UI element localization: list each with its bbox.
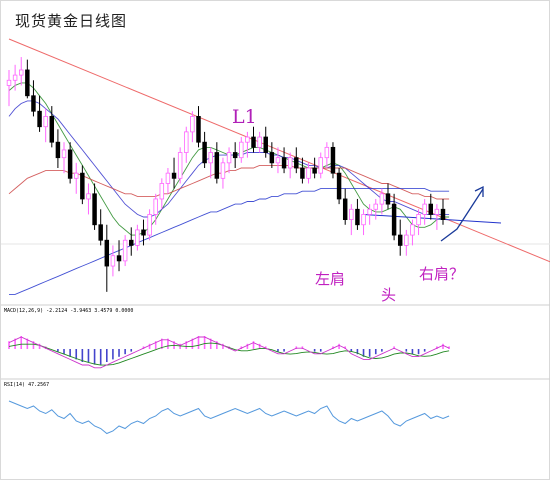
candle-body: [147, 214, 152, 236]
neckline: [363, 213, 502, 224]
candle-body: [153, 198, 158, 215]
candle-body: [196, 116, 201, 143]
candle-body: [49, 116, 55, 143]
candle-body: [177, 152, 183, 179]
candle-body: [37, 110, 42, 128]
candle-body: [361, 214, 366, 226]
candle-body: [98, 224, 103, 241]
candle-body: [422, 203, 427, 215]
candle-body: [184, 131, 189, 153]
candle-body: [55, 141, 61, 159]
candle-body: [397, 234, 403, 246]
annotation-l1: L1: [232, 106, 257, 128]
candle-body: [428, 203, 434, 215]
candle-body: [110, 255, 116, 267]
candle-body: [300, 167, 305, 179]
candle-body: [373, 203, 378, 210]
candle-body: [141, 229, 146, 236]
candle-body: [239, 141, 244, 159]
candle-body: [324, 146, 330, 159]
candle-body: [74, 172, 79, 179]
candle-body: [31, 95, 36, 112]
macd-signal-line: [8, 342, 450, 366]
rsi-line: [8, 400, 450, 435]
candle-body: [208, 152, 213, 164]
candle-body: [330, 146, 336, 174]
candle-body: [18, 69, 24, 76]
candle-body: [287, 157, 293, 169]
candle-body: [379, 193, 385, 205]
candle-body: [355, 208, 360, 226]
candle-body: [226, 152, 232, 164]
candle-body: [12, 74, 18, 81]
trendline: [8, 38, 550, 263]
macd-line: [8, 336, 450, 369]
candle-body: [306, 167, 311, 179]
candle-body: [312, 167, 317, 174]
candle-body: [281, 157, 287, 169]
candle-body: [342, 198, 348, 221]
candle-body: [275, 157, 281, 164]
candle-body: [116, 255, 122, 262]
candle-body: [80, 172, 85, 200]
candle-body: [263, 136, 268, 153]
candle-body: [122, 239, 128, 262]
candle-body: [404, 234, 409, 246]
candle-body: [202, 141, 207, 164]
candle-body: [214, 152, 220, 179]
candle-body: [349, 208, 354, 220]
candle-body: [367, 208, 372, 215]
candle-body: [159, 183, 165, 200]
candle-body: [434, 208, 440, 215]
candle-body: [440, 208, 446, 220]
annotation-right-shoulder: 右肩？: [419, 265, 465, 283]
candle-body: [43, 116, 48, 128]
candle-body: [6, 79, 12, 86]
candle-body: [135, 229, 140, 246]
candle-body: [318, 157, 323, 174]
macd-label: MACD(12,26,9) -2.2124 -3.9463 3.4579 0.0…: [4, 308, 134, 314]
candle-body: [232, 152, 238, 159]
projection-arrow: [440, 188, 484, 242]
candle-body: [391, 203, 397, 236]
candle-body: [165, 172, 171, 184]
moving-average-line: [9, 188, 450, 295]
candle-body: [269, 152, 275, 164]
candle-body: [171, 172, 177, 179]
rsi-label: RSI(14) 47.2567: [4, 382, 50, 388]
candle-body: [416, 214, 421, 226]
candle-body: [61, 149, 67, 159]
candle-body: [251, 136, 256, 148]
candle-body: [104, 239, 110, 267]
candle-body: [385, 193, 391, 205]
candle-body: [294, 157, 299, 169]
candle-body: [257, 136, 262, 148]
candle-body: [129, 239, 134, 246]
candle-body: [92, 193, 97, 226]
candle-body: [67, 149, 73, 179]
candle-body: [336, 172, 342, 200]
chart-title: 现货黄金日线图: [15, 12, 128, 30]
candle-body: [86, 193, 91, 200]
annotation-head: 头: [381, 286, 397, 304]
annotation-left-shoulder: 左肩: [315, 270, 346, 288]
candle-body: [410, 224, 415, 236]
candle-body: [25, 69, 30, 97]
arrow-head-icon: [474, 185, 484, 197]
candle-body: [220, 162, 226, 179]
candle-body: [245, 136, 250, 143]
candle-body: [190, 116, 195, 133]
